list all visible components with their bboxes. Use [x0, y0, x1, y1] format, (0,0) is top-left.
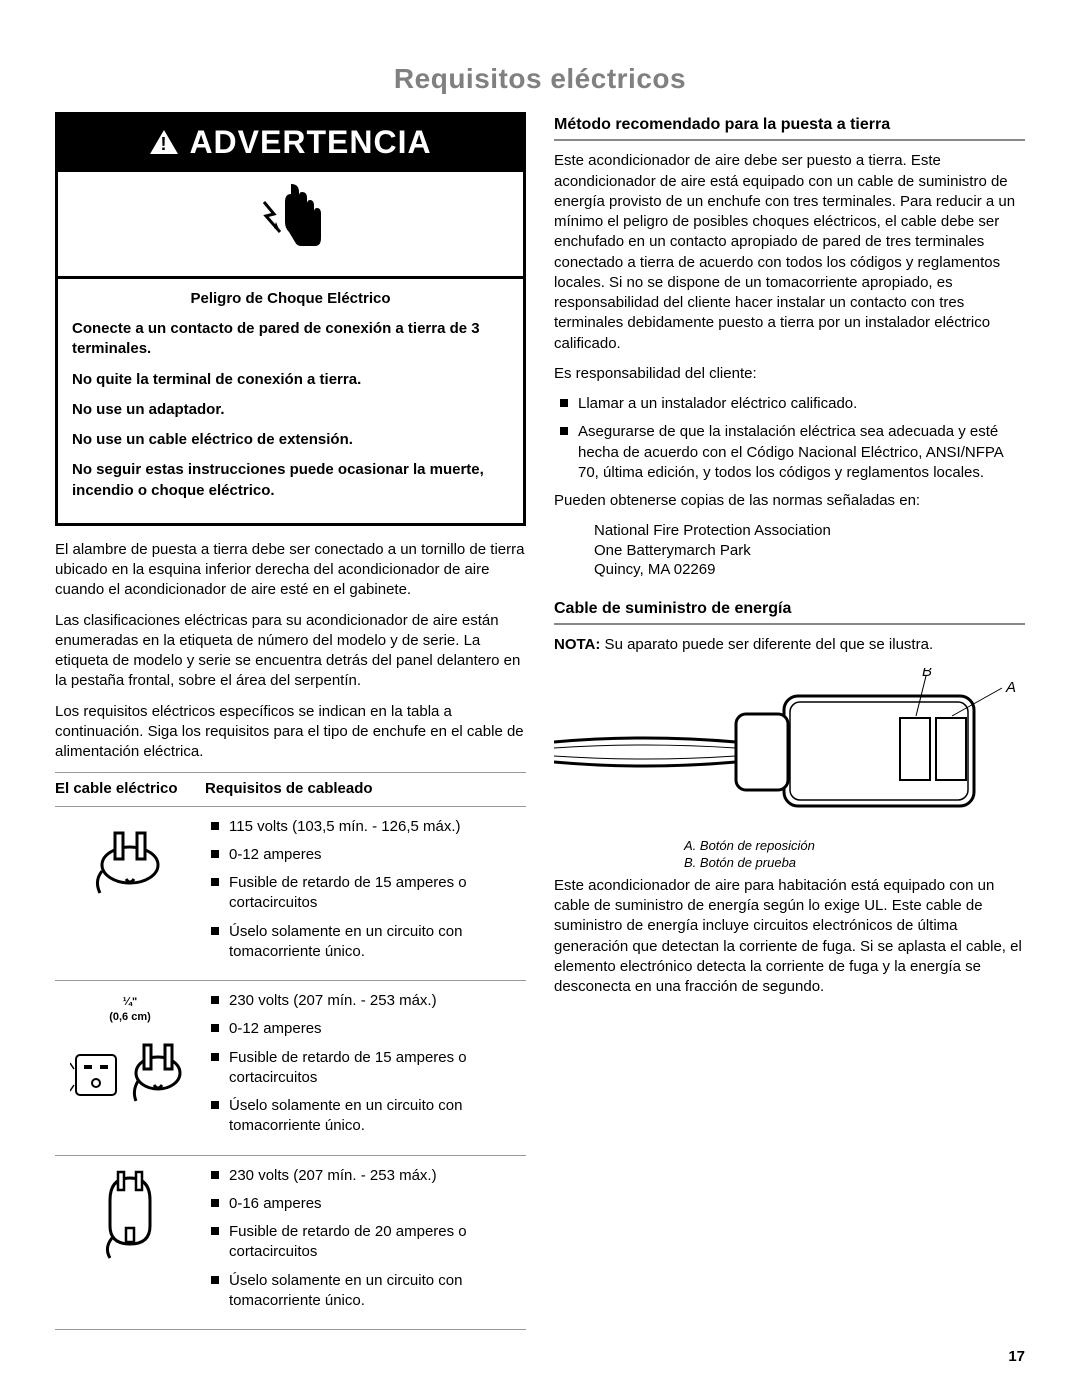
requirement-cell: 230 volts (207 mín. - 253 máx.) 0-12 amp… [205, 991, 526, 1145]
requirement-item: Fusible de retardo de 15 amperes o corta… [205, 1048, 526, 1089]
subheading-powercord: Cable de suministro de energía [554, 598, 1025, 626]
figure-caption: A. Botón de reposición B. Botón de prueb… [684, 838, 1025, 872]
plug-dimension-bot: (0,6 cm) [109, 1010, 151, 1025]
warning-line: No seguir estas instrucciones puede ocas… [72, 460, 509, 501]
body-paragraph: Los requisitos eléctricos específicos se… [55, 702, 526, 763]
power-cord-icon: B A [554, 668, 1024, 828]
wiring-table: El cable eléctrico Requisitos de cablead… [55, 772, 526, 1330]
address-line: Quincy, MA 02269 [594, 560, 1025, 580]
warning-line: No use un cable eléctrico de extensión. [72, 430, 509, 450]
table-header-col2: Requisitos de cableado [205, 779, 526, 799]
body-paragraph: Es responsabilidad del cliente: [554, 364, 1025, 384]
plug-cell [55, 817, 205, 971]
nota-paragraph: NOTA: Su aparato puede ser diferente del… [554, 635, 1025, 655]
requirement-item: 0-12 amperes [205, 1019, 526, 1039]
caption-line-a: A. Botón de reposición [684, 838, 1025, 855]
table-header: El cable eléctrico Requisitos de cablead… [55, 773, 526, 806]
warning-line: No use un adaptador. [72, 400, 509, 420]
body-paragraph: Este acondicionador de aire debe ser pue… [554, 151, 1025, 354]
body-paragraph: Las clasificaciones eléctricas para su a… [55, 611, 526, 692]
warning-header: ! ADVERTENCIA [58, 115, 523, 172]
warning-danger-title: Peligro de Choque Eléctrico [72, 289, 509, 309]
power-cord-figure: B A A. Botón de reposición B. Botón de p… [554, 668, 1025, 872]
subheading-grounding: Método recomendado para la puesta a tier… [554, 114, 1025, 142]
left-column: ! ADVERTENCIA Peligro de Choque Eléctric… [55, 112, 526, 1330]
responsibility-list: Llamar a un instalador eléctrico calific… [554, 394, 1025, 483]
warning-line: No quite la terminal de conexión a tierr… [72, 370, 509, 390]
warning-pictogram [58, 172, 523, 279]
warning-box: ! ADVERTENCIA Peligro de Choque Eléctric… [55, 112, 526, 526]
body-paragraph: Este acondicionador de aire para habitac… [554, 876, 1025, 998]
table-row: 230 volts (207 mín. - 253 máx.) 0-16 amp… [55, 1156, 526, 1330]
requirement-cell: 115 volts (103,5 mín. - 126,5 máx.) 0-12… [205, 817, 526, 971]
body-paragraph: El alambre de puesta a tierra debe ser c… [55, 540, 526, 601]
right-column: Método recomendado para la puesta a tier… [554, 112, 1025, 1330]
svg-text:!: ! [161, 134, 168, 154]
nota-label: NOTA: [554, 636, 600, 653]
plug-icon [90, 1170, 170, 1260]
warning-body: Peligro de Choque Eléctrico Conecte a un… [58, 279, 523, 523]
page-title: Requisitos eléctricos [55, 60, 1025, 98]
warning-header-text: ADVERTENCIA [189, 121, 431, 164]
requirement-cell: 230 volts (207 mín. - 253 máx.) 0-16 amp… [205, 1166, 526, 1320]
responsibility-item: Llamar a un instalador eléctrico calific… [554, 394, 1025, 414]
plug-dimension-top: ¼" [123, 995, 137, 1010]
address-block: National Fire Protection Association One… [594, 521, 1025, 580]
requirement-item: Úselo solamente en un circuito con tomac… [205, 922, 526, 963]
caption-line-b: B. Botón de prueba [684, 855, 1025, 872]
address-line: National Fire Protection Association [594, 521, 1025, 541]
requirement-item: 230 volts (207 mín. - 253 máx.) [205, 991, 526, 1011]
plug-outlet-icon [70, 1025, 190, 1105]
table-row: ¼" (0,6 cm) [55, 981, 526, 1156]
table-header-col1: El cable eléctrico [55, 779, 205, 799]
requirement-item: Fusible de retardo de 15 amperes o corta… [205, 873, 526, 914]
requirement-item: 230 volts (207 mín. - 253 máx.) [205, 1166, 526, 1186]
requirement-item: Fusible de retardo de 20 amperes o corta… [205, 1222, 526, 1263]
requirement-item: 115 volts (103,5 mín. - 126,5 máx.) [205, 817, 526, 837]
page-number: 17 [1008, 1347, 1025, 1367]
requirement-item: Úselo solamente en un circuito con tomac… [205, 1096, 526, 1137]
figure-label-b: B [922, 668, 932, 680]
nota-text: Su aparato puede ser diferente del que s… [600, 636, 933, 653]
requirement-item: 0-12 amperes [205, 845, 526, 865]
warning-line: Conecte a un contacto de pared de conexi… [72, 319, 509, 360]
responsibility-item: Asegurarse de que la instalación eléctri… [554, 422, 1025, 483]
warning-triangle-icon: ! [149, 129, 179, 155]
table-row: 115 volts (103,5 mín. - 126,5 máx.) 0-12… [55, 807, 526, 982]
two-column-layout: ! ADVERTENCIA Peligro de Choque Eléctric… [55, 112, 1025, 1330]
requirement-item: 0-16 amperes [205, 1194, 526, 1214]
shock-hand-icon [246, 184, 336, 264]
body-paragraph: Pueden obtenerse copias de las normas se… [554, 491, 1025, 511]
address-line: One Batterymarch Park [594, 541, 1025, 561]
plug-cell: ¼" (0,6 cm) [55, 991, 205, 1145]
figure-label-a: A [1005, 679, 1016, 696]
requirement-item: Úselo solamente en un circuito con tomac… [205, 1271, 526, 1312]
plug-icon [90, 821, 170, 901]
plug-cell [55, 1166, 205, 1320]
